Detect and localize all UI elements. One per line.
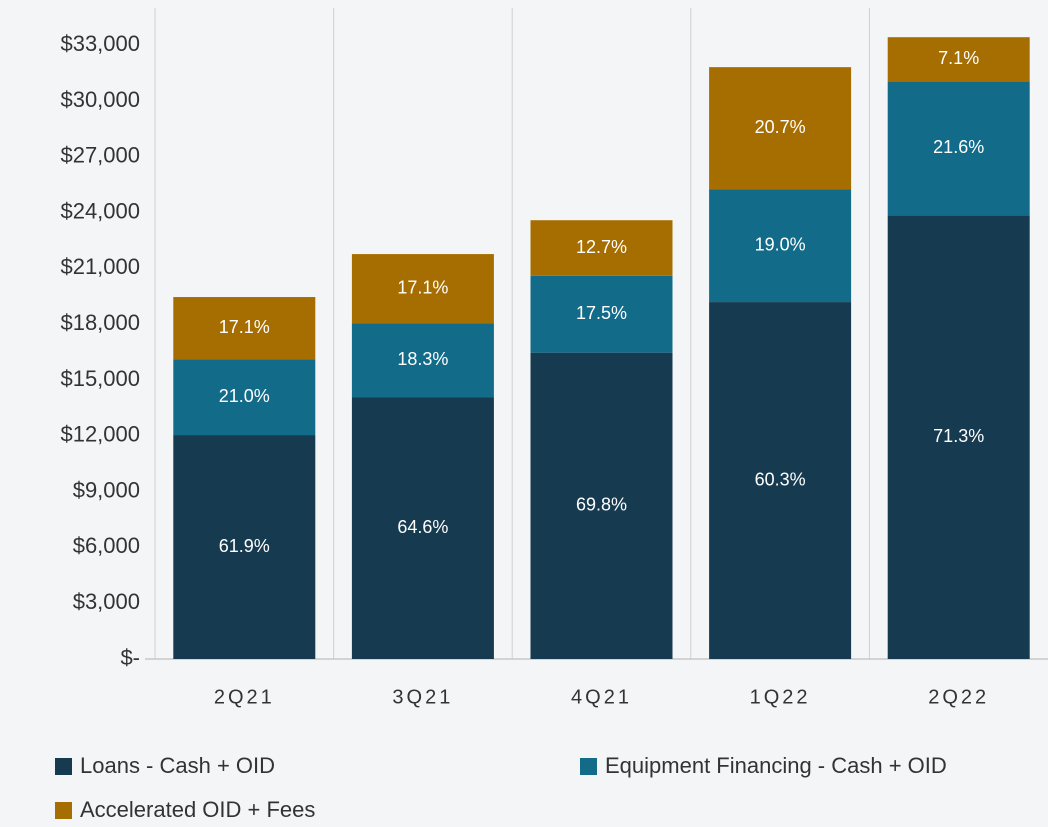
segment-label: 64.6% bbox=[397, 517, 448, 537]
bar-segment bbox=[530, 352, 673, 659]
bar-segment bbox=[173, 359, 316, 436]
segment-label: 20.7% bbox=[755, 117, 806, 137]
x-tick-label: 3Q21 bbox=[392, 686, 453, 708]
y-tick-label: $3,000 bbox=[73, 589, 140, 614]
segment-label: 21.6% bbox=[933, 137, 984, 157]
bar-segment bbox=[351, 254, 494, 324]
y-tick-label: $30,000 bbox=[60, 87, 140, 112]
x-tick-label: 2Q21 bbox=[214, 686, 275, 708]
segment-label: 7.1% bbox=[938, 48, 979, 68]
segment-label: 21.0% bbox=[219, 386, 270, 406]
segment-label: 17.1% bbox=[397, 278, 448, 298]
bar-segment bbox=[530, 220, 673, 276]
segment-label: 71.3% bbox=[933, 426, 984, 446]
y-tick-label: $21,000 bbox=[60, 254, 140, 279]
bar-segment bbox=[351, 323, 494, 398]
y-tick-label: $9,000 bbox=[73, 477, 140, 502]
bar-segment bbox=[530, 275, 673, 353]
segment-label: 19.0% bbox=[755, 235, 806, 255]
bar-segment bbox=[709, 67, 852, 190]
bar-segment bbox=[173, 297, 316, 360]
x-tick-label: 1Q22 bbox=[750, 686, 811, 708]
y-tick-label: $27,000 bbox=[60, 143, 140, 168]
bar-segment bbox=[351, 397, 494, 659]
bar-segment bbox=[887, 81, 1030, 216]
x-tick-label: 4Q21 bbox=[571, 686, 632, 708]
legend-label: Equipment Financing - Cash + OID bbox=[605, 753, 947, 778]
segment-label: 61.9% bbox=[219, 536, 270, 556]
y-tick-label: $33,000 bbox=[60, 31, 140, 56]
segment-label: 60.3% bbox=[755, 469, 806, 489]
y-tick-label: $15,000 bbox=[60, 366, 140, 391]
bar-segment bbox=[887, 215, 1030, 660]
y-tick-label: $12,000 bbox=[60, 422, 140, 447]
bar-segment bbox=[709, 189, 852, 303]
x-tick-label: 2Q22 bbox=[928, 686, 989, 708]
legend-swatch bbox=[580, 758, 597, 775]
segment-label: 69.8% bbox=[576, 495, 627, 515]
bar-segment bbox=[709, 302, 852, 659]
legend-swatch bbox=[55, 802, 72, 819]
legend-label: Accelerated OID + Fees bbox=[80, 797, 315, 822]
segment-label: 12.7% bbox=[576, 237, 627, 257]
bar-segment bbox=[173, 435, 316, 659]
segment-label: 17.1% bbox=[219, 317, 270, 337]
y-tick-label: $18,000 bbox=[60, 310, 140, 335]
legend-label: Loans - Cash + OID bbox=[80, 753, 275, 778]
segment-label: 18.3% bbox=[397, 349, 448, 369]
y-tick-label: $- bbox=[120, 645, 140, 670]
segment-label: 17.5% bbox=[576, 303, 627, 323]
y-tick-label: $24,000 bbox=[60, 198, 140, 223]
legend-swatch bbox=[55, 758, 72, 775]
y-tick-label: $6,000 bbox=[73, 533, 140, 558]
bar-segment bbox=[887, 37, 1030, 82]
